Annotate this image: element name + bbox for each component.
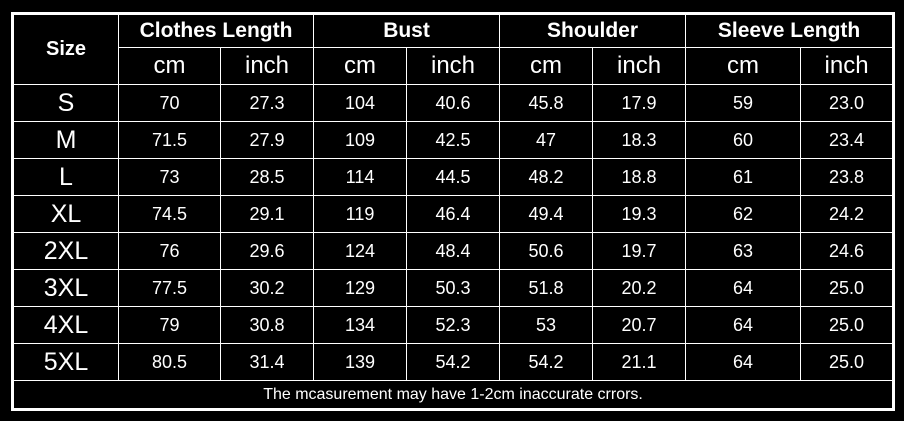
group-header: Shoulder [499, 13, 687, 48]
value-cell: 29.1 [219, 195, 315, 233]
value-cell: 70 [118, 84, 221, 122]
value-cell: 119 [313, 195, 408, 233]
size-cell: M [12, 121, 119, 159]
table-row: 2XL 76 29.6 124 48.4 50.6 19.7 63 24.6 [12, 232, 895, 270]
table-row: 5XL 80.5 31.4 139 54.2 54.2 21.1 64 25.0 [12, 343, 895, 381]
value-cell: 45.8 [499, 84, 594, 122]
value-cell: 61 [685, 158, 802, 196]
unit-header: inch [219, 47, 315, 85]
value-cell: 139 [313, 343, 408, 381]
value-cell: 134 [313, 306, 408, 344]
value-cell: 109 [313, 121, 408, 159]
value-cell: 20.7 [592, 306, 687, 344]
value-cell: 27.3 [219, 84, 315, 122]
unit-header: inch [592, 47, 687, 85]
size-cell: L [12, 158, 119, 196]
value-cell: 49.4 [499, 195, 594, 233]
value-cell: 25.0 [800, 306, 895, 344]
value-cell: 23.4 [800, 121, 895, 159]
value-cell: 114 [313, 158, 408, 196]
value-cell: 30.8 [219, 306, 315, 344]
value-cell: 73 [118, 158, 221, 196]
table-row: S 70 27.3 104 40.6 45.8 17.9 59 23.0 [12, 84, 895, 122]
size-cell: S [12, 84, 119, 122]
value-cell: 63 [685, 232, 802, 270]
value-cell: 27.9 [219, 121, 315, 159]
value-cell: 17.9 [592, 84, 687, 122]
size-chart-table: Size Clothes Length Bust Shoulder Sleeve… [11, 12, 896, 411]
value-cell: 54.2 [499, 343, 594, 381]
value-cell: 59 [685, 84, 802, 122]
value-cell: 24.2 [800, 195, 895, 233]
value-cell: 48.2 [499, 158, 594, 196]
value-cell: 47 [499, 121, 594, 159]
value-cell: 124 [313, 232, 408, 270]
value-cell: 50.3 [406, 269, 501, 307]
unit-header: cm [499, 47, 594, 85]
value-cell: 31.4 [219, 343, 315, 381]
value-cell: 64 [685, 306, 802, 344]
value-cell: 30.2 [219, 269, 315, 307]
value-cell: 80.5 [118, 343, 221, 381]
footnote: The mcasurement may have 1-2cm inaccurat… [11, 380, 895, 410]
table-row: XL 74.5 29.1 119 46.4 49.4 19.3 62 24.2 [12, 195, 895, 233]
value-cell: 18.8 [592, 158, 687, 196]
group-header: Sleeve Length [685, 13, 895, 48]
table-row: 4XL 79 30.8 134 52.3 53 20.7 64 25.0 [12, 306, 895, 344]
value-cell: 46.4 [406, 195, 501, 233]
value-cell: 71.5 [118, 121, 221, 159]
unit-header: cm [118, 47, 221, 85]
table-row: 3XL 77.5 30.2 129 50.3 51.8 20.2 64 25.0 [12, 269, 895, 307]
value-cell: 53 [499, 306, 594, 344]
value-cell: 28.5 [219, 158, 315, 196]
value-cell: 44.5 [406, 158, 501, 196]
size-cell: 3XL [12, 269, 119, 307]
value-cell: 25.0 [800, 269, 895, 307]
value-cell: 104 [313, 84, 408, 122]
group-header: Bust [313, 13, 501, 48]
value-cell: 24.6 [800, 232, 895, 270]
table-row: M 71.5 27.9 109 42.5 47 18.3 60 23.4 [12, 121, 895, 159]
value-cell: 20.2 [592, 269, 687, 307]
value-cell: 29.6 [219, 232, 315, 270]
value-cell: 79 [118, 306, 221, 344]
size-cell: XL [12, 195, 119, 233]
value-cell: 52.3 [406, 306, 501, 344]
unit-header: cm [685, 47, 802, 85]
unit-header: inch [800, 47, 895, 85]
value-cell: 77.5 [118, 269, 221, 307]
value-cell: 23.0 [800, 84, 895, 122]
value-cell: 42.5 [406, 121, 501, 159]
size-header: Size [12, 13, 119, 85]
unit-header: inch [406, 47, 501, 85]
value-cell: 19.7 [592, 232, 687, 270]
value-cell: 23.8 [800, 158, 895, 196]
value-cell: 74.5 [118, 195, 221, 233]
value-cell: 25.0 [800, 343, 895, 381]
value-cell: 51.8 [499, 269, 594, 307]
value-cell: 18.3 [592, 121, 687, 159]
unit-header: cm [313, 47, 408, 85]
value-cell: 62 [685, 195, 802, 233]
table-row: L 73 28.5 114 44.5 48.2 18.8 61 23.8 [12, 158, 895, 196]
value-cell: 21.1 [592, 343, 687, 381]
value-cell: 76 [118, 232, 221, 270]
value-cell: 48.4 [406, 232, 501, 270]
value-cell: 60 [685, 121, 802, 159]
value-cell: 129 [313, 269, 408, 307]
group-header: Clothes Length [117, 13, 315, 48]
value-cell: 54.2 [406, 343, 501, 381]
value-cell: 19.3 [592, 195, 687, 233]
value-cell: 64 [685, 269, 802, 307]
size-cell: 2XL [12, 232, 119, 270]
value-cell: 40.6 [406, 84, 501, 122]
value-cell: 50.6 [499, 232, 594, 270]
size-cell: 4XL [12, 306, 119, 344]
size-cell: 5XL [12, 343, 119, 381]
value-cell: 64 [685, 343, 802, 381]
